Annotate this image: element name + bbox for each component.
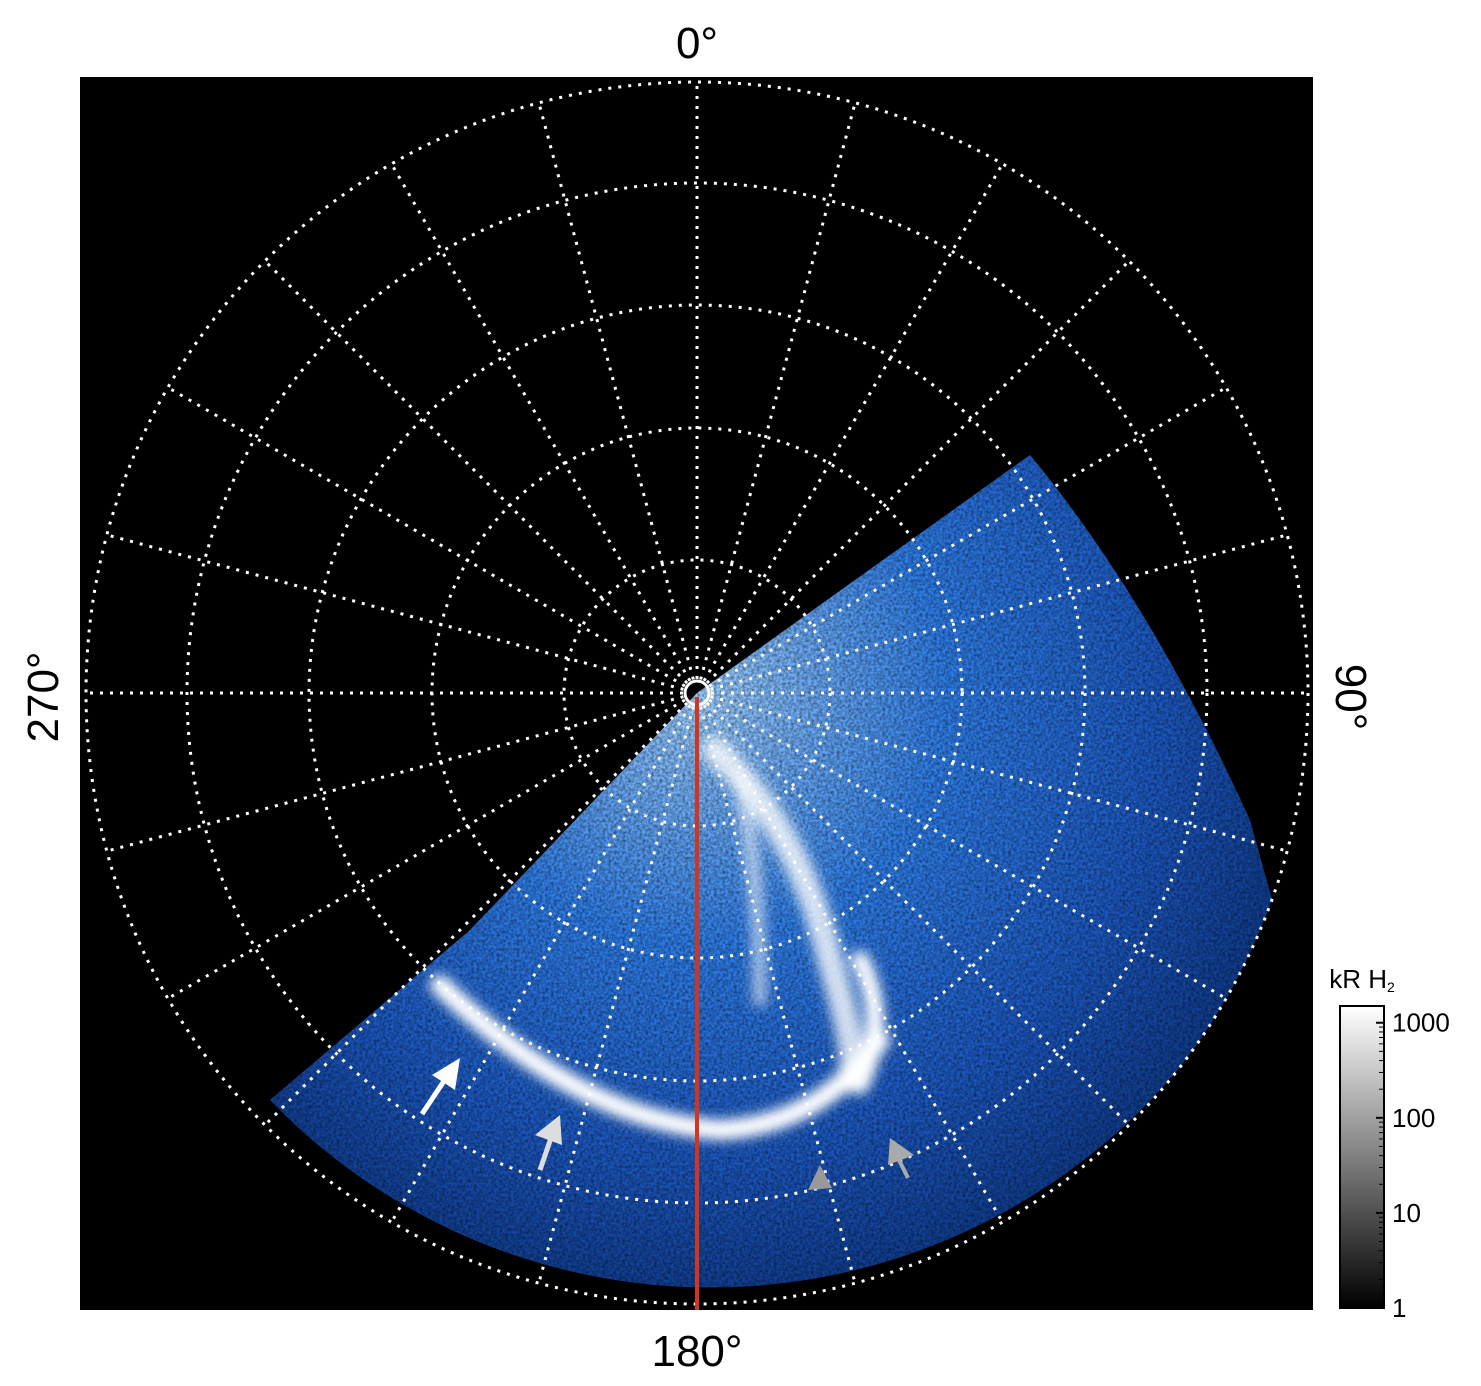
colorbar-title: kR H2 [1329, 964, 1395, 995]
label-bottom: 180° [651, 1327, 742, 1376]
colorbar-title-main: kR H [1329, 964, 1387, 994]
label-right: 90° [1326, 664, 1375, 731]
colorbar-title-sub: 2 [1387, 979, 1395, 995]
colorbar-tick-label: 1000 [1392, 1008, 1450, 1038]
aurora-image [270, 455, 1275, 1288]
label-top: 0° [676, 19, 718, 68]
colorbar [1339, 1005, 1385, 1309]
colorbar-tick-label: 100 [1392, 1103, 1435, 1133]
colorbar-tick-label: 10 [1392, 1198, 1421, 1228]
arrows [419, 1058, 914, 1190]
label-left: 270° [19, 651, 68, 742]
colorbar-tick-label: 1 [1392, 1293, 1406, 1323]
